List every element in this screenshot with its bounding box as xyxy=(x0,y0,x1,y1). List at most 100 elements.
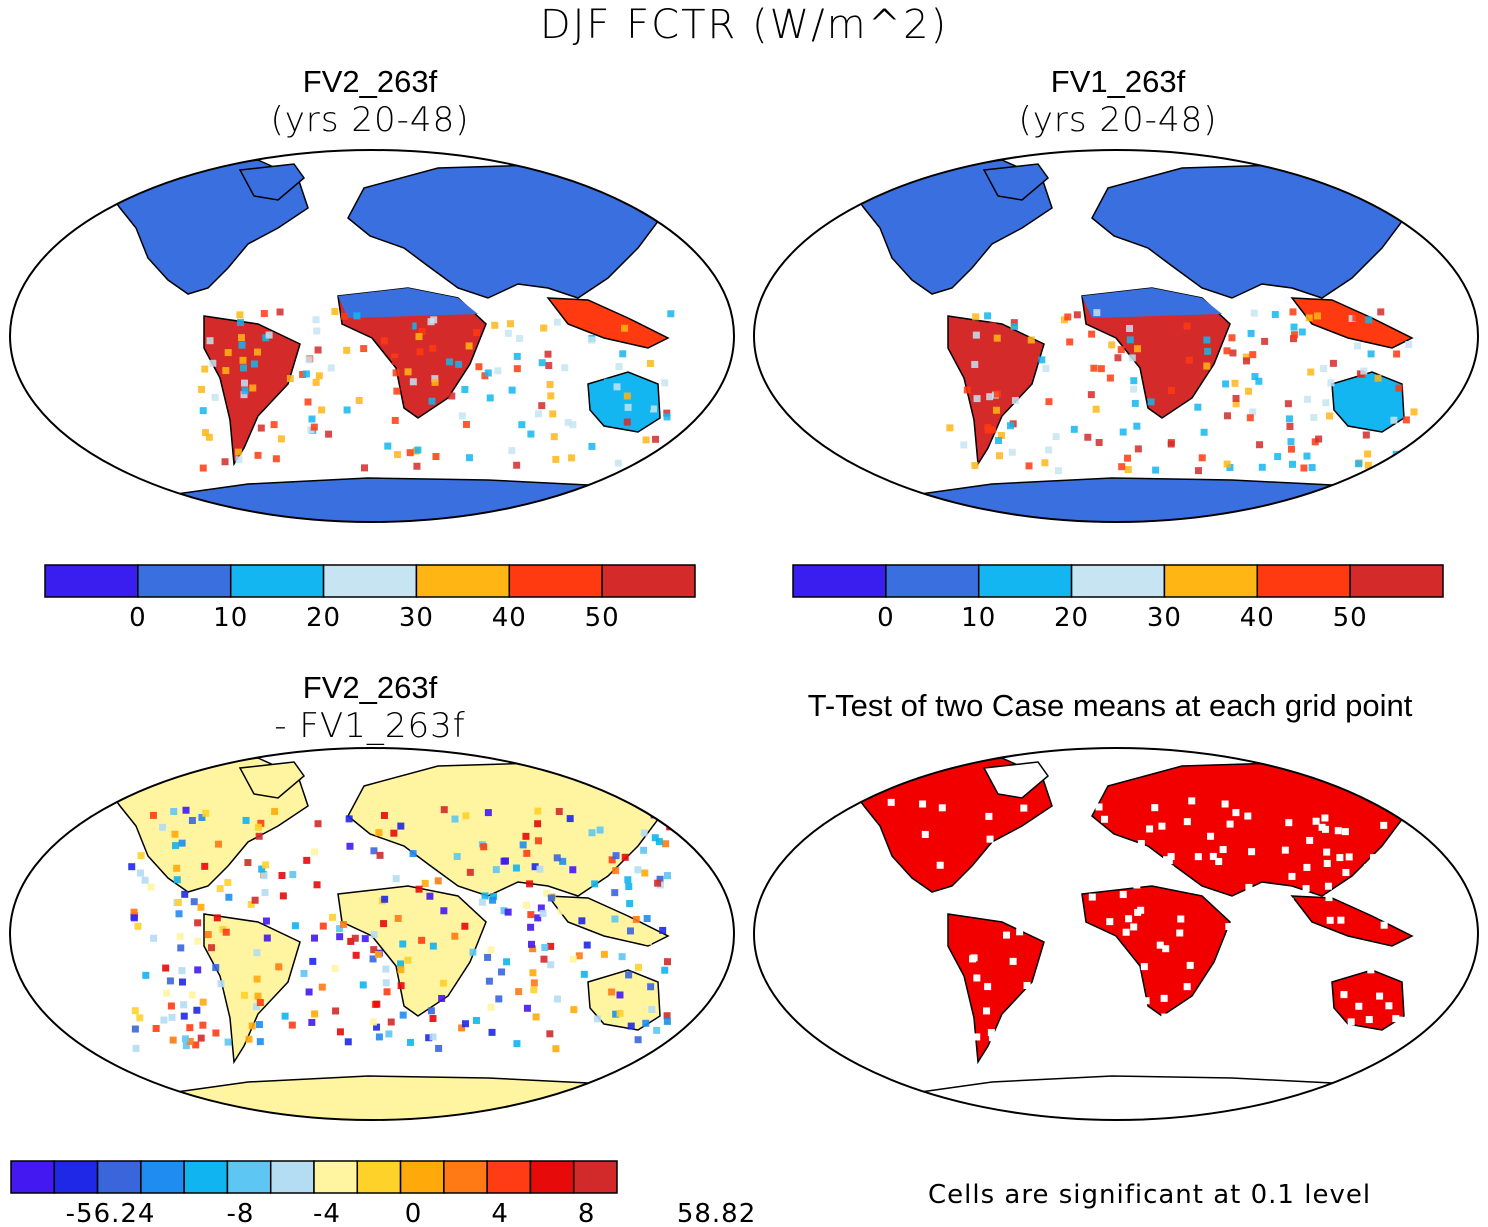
grid-cell xyxy=(1152,466,1160,474)
grid-cell xyxy=(1130,377,1138,385)
panel1-title: FV2_263f xyxy=(302,64,438,99)
grid-cell xyxy=(648,1005,656,1013)
colorbar-swatch xyxy=(140,1160,185,1194)
grid-cell xyxy=(308,1018,316,1026)
grid-cell xyxy=(465,454,473,462)
grid-cell xyxy=(486,394,494,402)
grid-cell xyxy=(972,313,980,321)
non-significant-cell xyxy=(1064,995,1072,1003)
grid-cell xyxy=(569,866,577,874)
non-significant-cell xyxy=(1397,890,1405,898)
non-significant-cell xyxy=(1101,1024,1109,1032)
grid-cell xyxy=(1118,463,1126,471)
non-significant-cell xyxy=(1106,918,1114,926)
non-significant-cell xyxy=(1188,797,1196,805)
grid-cell xyxy=(201,429,209,437)
grid-cell xyxy=(642,1019,650,1027)
grid-cell xyxy=(305,988,313,996)
grid-cell xyxy=(177,944,185,952)
grid-cell xyxy=(248,1022,256,1030)
colorbar-swatch xyxy=(1349,564,1444,598)
colorbar-swatch xyxy=(322,564,418,598)
non-significant-cell xyxy=(1257,950,1265,958)
grid-cell xyxy=(313,881,321,889)
grid-cell xyxy=(199,998,207,1006)
grid-cell xyxy=(495,995,503,1003)
grid-cell xyxy=(651,834,659,842)
grid-cell xyxy=(224,1038,232,1046)
grid-cell xyxy=(329,913,337,921)
grid-cell xyxy=(596,826,604,834)
grid-cell xyxy=(275,963,283,971)
grid-cell xyxy=(264,368,272,376)
grid-cell xyxy=(1245,387,1253,395)
continent-samerica xyxy=(947,913,1045,1065)
grid-cell xyxy=(391,416,399,424)
grid-cell xyxy=(202,809,210,817)
grid-cell xyxy=(1126,324,1134,332)
grid-cell xyxy=(1298,328,1306,336)
grid-cell xyxy=(543,889,551,897)
grid-cell xyxy=(1124,466,1132,474)
non-significant-cell xyxy=(1299,916,1307,924)
grid-cell xyxy=(194,919,202,927)
grid-cell xyxy=(1352,314,1360,322)
grid-cell xyxy=(545,362,553,370)
grid-cell xyxy=(168,1013,176,1021)
grid-cell xyxy=(279,892,287,900)
grid-cell xyxy=(169,1036,177,1044)
continent-africa xyxy=(1081,287,1231,419)
grid-cell xyxy=(242,816,250,824)
grid-cell xyxy=(530,986,538,994)
colorbar-swatch xyxy=(977,564,1073,598)
grid-cell xyxy=(199,464,207,472)
non-significant-cell xyxy=(1405,948,1413,956)
grid-cell xyxy=(448,392,456,400)
grid-cell xyxy=(238,341,246,349)
non-significant-cell xyxy=(1064,867,1072,875)
grid-cell xyxy=(261,889,269,897)
non-significant-cell xyxy=(1258,989,1266,997)
non-significant-cell xyxy=(1131,965,1139,973)
non-significant-cell xyxy=(877,910,885,918)
grid-cell xyxy=(413,462,421,470)
grid-cell xyxy=(973,395,981,403)
grid-cell xyxy=(526,880,534,888)
grid-cell xyxy=(240,991,248,999)
grid-cell xyxy=(340,312,348,320)
map-panel-difference xyxy=(9,747,735,1121)
non-significant-cell xyxy=(1174,1014,1182,1022)
non-significant-cell xyxy=(1376,992,1384,1000)
non-significant-cell xyxy=(1264,891,1272,899)
grid-cell xyxy=(531,863,539,871)
grid-cell xyxy=(351,934,359,942)
grid-cell xyxy=(289,871,297,879)
grid-cell xyxy=(534,820,542,828)
grid-cell xyxy=(237,334,245,342)
grid-cell xyxy=(198,385,206,393)
continent-greenland xyxy=(982,163,1050,201)
grid-cell xyxy=(1362,431,1370,439)
grid-cell xyxy=(392,875,400,883)
grid-cell xyxy=(427,1007,435,1015)
grid-cell xyxy=(547,942,555,950)
non-significant-cell xyxy=(1161,1013,1169,1021)
non-significant-cell xyxy=(1321,814,1329,822)
grid-cell xyxy=(604,378,612,386)
grid-cell xyxy=(426,892,434,900)
continent-africa xyxy=(1081,885,1231,1017)
grid-cell xyxy=(309,957,317,965)
non-significant-cell xyxy=(1248,848,1256,856)
grid-cell xyxy=(652,435,660,443)
grid-cell xyxy=(224,349,232,357)
grid-cell xyxy=(173,876,181,884)
non-significant-cell xyxy=(1159,1032,1167,1040)
colorbar-tick-label: 8 xyxy=(578,1199,596,1227)
non-significant-cell xyxy=(1044,858,1052,866)
non-significant-cell xyxy=(1397,911,1405,919)
non-significant-cell xyxy=(1387,947,1395,955)
non-significant-cell xyxy=(1286,897,1294,905)
non-significant-cell xyxy=(1336,854,1344,862)
grid-cell xyxy=(1193,327,1201,335)
non-significant-cell xyxy=(1380,921,1388,929)
